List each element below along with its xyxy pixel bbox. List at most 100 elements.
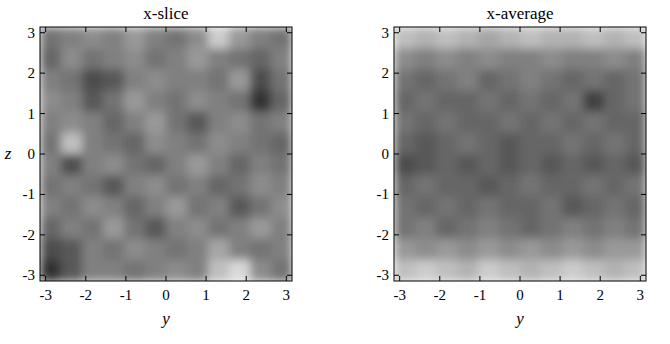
cell: [40, 175, 62, 197]
cell: [478, 218, 500, 240]
cell: [541, 196, 563, 218]
tick: [394, 32, 399, 33]
cell: [499, 154, 521, 176]
cell: [82, 154, 104, 176]
tick: [600, 276, 601, 281]
cell: [436, 91, 458, 113]
cell: [499, 69, 521, 91]
tick-label: -3: [377, 267, 390, 283]
cell: [520, 239, 542, 261]
cell: [103, 69, 125, 91]
cell: [604, 91, 626, 113]
tick: [286, 27, 287, 32]
cell: [625, 154, 646, 176]
cell: [166, 48, 188, 70]
cell: [415, 218, 437, 240]
tick: [206, 276, 207, 281]
tick-label: 2: [596, 287, 604, 303]
tick: [40, 113, 45, 114]
cell: [520, 260, 542, 281]
cell: [562, 69, 584, 91]
tick: [246, 27, 247, 32]
cell: [61, 260, 83, 281]
cell: [208, 154, 230, 176]
cell: [271, 196, 292, 218]
tick: [40, 234, 45, 235]
cell: [541, 69, 563, 91]
cell: [583, 133, 605, 155]
frame: [394, 27, 646, 281]
cell: [103, 133, 125, 155]
cell: [562, 91, 584, 113]
cell: [61, 154, 83, 176]
cell: [82, 91, 104, 113]
cell: [124, 260, 146, 281]
tick-label: 0: [162, 287, 170, 303]
cell: [625, 69, 646, 91]
cell: [520, 48, 542, 70]
cell: [82, 239, 104, 261]
cell: [229, 260, 251, 281]
tick: [641, 194, 646, 195]
cell: [478, 69, 500, 91]
cell: [583, 69, 605, 91]
cell: [604, 218, 626, 240]
cell: [250, 112, 272, 134]
tick: [287, 113, 292, 114]
cell: [145, 69, 167, 91]
tick: [85, 276, 86, 281]
cell: [124, 133, 146, 155]
cell: [271, 260, 292, 281]
cell: [271, 112, 292, 134]
cell: [82, 112, 104, 134]
tick: [287, 154, 292, 155]
cell: [562, 175, 584, 197]
cell: [103, 196, 125, 218]
cell: [436, 133, 458, 155]
tick: [641, 275, 646, 276]
tick: [394, 194, 399, 195]
cell: [82, 27, 104, 49]
cell: [124, 218, 146, 240]
cell: [250, 27, 272, 49]
cell: [208, 175, 230, 197]
cell: [562, 48, 584, 70]
cell: [103, 218, 125, 240]
cell: [271, 27, 292, 49]
tick-label: 1: [556, 287, 564, 303]
tick: [166, 276, 167, 281]
tick: [641, 154, 646, 155]
cell: [229, 48, 251, 70]
tick: [399, 27, 400, 32]
cell: [229, 69, 251, 91]
cell: [625, 48, 646, 70]
cell: [520, 27, 542, 49]
cell: [166, 175, 188, 197]
axis-title: y: [514, 309, 524, 328]
tick: [439, 276, 440, 281]
cell: [187, 112, 209, 134]
cell: [457, 196, 479, 218]
cell: [61, 239, 83, 261]
tick: [641, 32, 646, 33]
cell: [40, 260, 62, 281]
cell: [415, 48, 437, 70]
cell: [61, 112, 83, 134]
tick: [394, 275, 399, 276]
tick: [125, 276, 126, 281]
cell: [499, 27, 521, 49]
tick: [640, 276, 641, 281]
cell: [625, 27, 646, 49]
cell: [583, 27, 605, 49]
cell: [250, 91, 272, 113]
cell: [562, 133, 584, 155]
tick-label: 2: [242, 287, 250, 303]
cell: [187, 218, 209, 240]
cell: [583, 91, 605, 113]
cell: [61, 48, 83, 70]
cell: [271, 69, 292, 91]
cell: [40, 112, 62, 134]
cell: [187, 48, 209, 70]
cell: [625, 91, 646, 113]
tick: [45, 276, 46, 281]
